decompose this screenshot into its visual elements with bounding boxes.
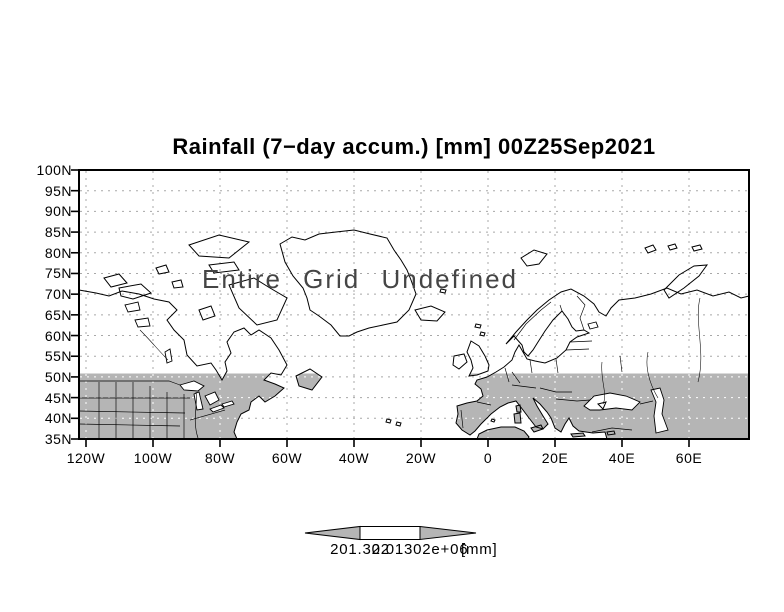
lon-tick-label: 60W <box>271 450 303 466</box>
land-shading <box>79 373 749 439</box>
plot-frame <box>78 169 750 440</box>
lon-tick-label: 60E <box>675 450 703 466</box>
colorbar-cell <box>359 526 421 540</box>
lat-tick-label: 100N <box>36 162 72 178</box>
lat-tick-label: 35N <box>44 431 72 447</box>
lon-tick-label: 40W <box>338 450 370 466</box>
colorbar <box>304 525 477 541</box>
axis-ticks <box>71 169 690 447</box>
colorbar-left-arrow <box>304 525 361 541</box>
lat-tick-label: 55N <box>44 348 72 365</box>
lat-tick-label: 95N <box>44 182 72 199</box>
colorbar-unit-label: [mm] <box>461 541 498 558</box>
political-boundaries <box>78 295 654 439</box>
colorbar-right-arrow <box>419 525 477 541</box>
lat-tick-label: 70N <box>44 286 72 303</box>
rivers <box>139 297 702 405</box>
lon-tick-label: 120W <box>66 450 106 466</box>
lon-tick-label: 20E <box>541 450 569 466</box>
colorbar-max-label: 2.01302e+06 <box>371 541 469 558</box>
figure-title: Rainfall (7−day accum.) [mm] 00Z25Sep202… <box>172 134 656 159</box>
lon-tick-label: 40E <box>608 450 636 466</box>
lon-tick-label: 0 <box>483 450 493 466</box>
lon-tick-label: 20W <box>405 450 437 466</box>
status-text: Entire Grid Undefined <box>201 264 519 294</box>
lon-tick-label: 80W <box>204 450 236 466</box>
lat-tick-label: 65N <box>44 306 72 323</box>
lat-tick-label: 45N <box>44 389 72 406</box>
lat-tick-label: 75N <box>44 265 72 282</box>
lat-tick-label: 80N <box>44 244 72 261</box>
lat-tick-label: 85N <box>44 224 72 241</box>
lat-tick-label: 40N <box>44 410 72 427</box>
lon-tick-label: 100W <box>133 450 173 466</box>
lat-tick-label: 60N <box>44 327 72 344</box>
lat-tick-label: 50N <box>44 368 72 385</box>
lakes-and-seas <box>124 301 669 434</box>
graticule-gridlines <box>80 171 748 438</box>
lat-tick-label: 90N <box>44 203 72 220</box>
colorbar-min-label: 201.302 <box>330 541 390 558</box>
